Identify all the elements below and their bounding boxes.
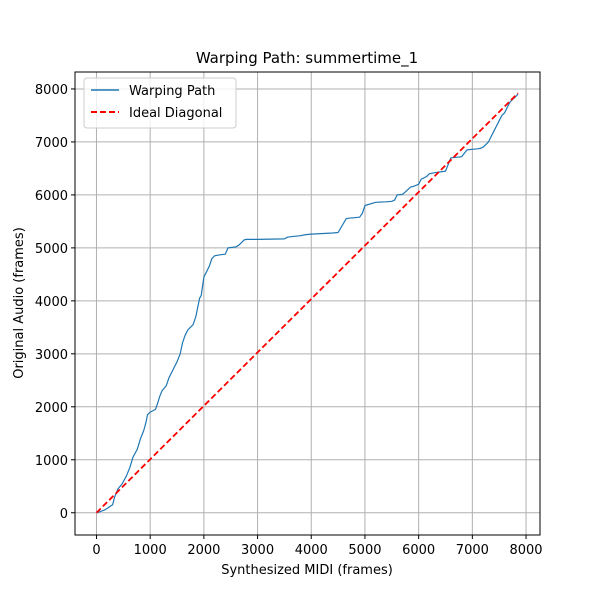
y-tick-label: 3000 — [35, 348, 68, 363]
x-tick-label: 4000 — [295, 543, 328, 558]
legend-label-warping-path: Warping Path — [129, 84, 215, 99]
x-axis-label: Synthesized MIDI (frames) — [221, 563, 393, 578]
y-axis-ticks: 0 1000 2000 3000 4000 5000 6000 7000 8000 — [35, 83, 75, 522]
y-axis-label: Original Audio (frames) — [12, 227, 27, 379]
series-line-ideal-diagonal — [95, 92, 519, 514]
y-tick-label: 6000 — [35, 189, 68, 204]
x-tick-label: 0 — [92, 543, 100, 558]
y-tick-label: 5000 — [35, 242, 68, 257]
x-tick-label: 1000 — [134, 543, 167, 558]
x-tick-label: 5000 — [348, 543, 381, 558]
legend: Warping Path Ideal Diagonal — [83, 77, 237, 129]
y-tick-label: 1000 — [35, 454, 68, 469]
x-tick-label: 6000 — [402, 543, 435, 558]
y-tick-label: 8000 — [35, 83, 68, 98]
plot-series — [95, 92, 519, 514]
y-tick-label: 4000 — [35, 295, 68, 310]
plot-frame — [74, 71, 541, 536]
x-tick-label: 7000 — [456, 543, 489, 558]
y-tick-label: 2000 — [35, 401, 68, 416]
y-tick-label: 0 — [60, 507, 68, 522]
series-line-warping-path — [96, 93, 519, 514]
legend-box — [83, 77, 237, 129]
chart-title: Warping Path: summertime_1 — [196, 49, 418, 68]
x-axis-ticks: 0 1000 2000 3000 4000 5000 6000 7000 8000 — [92, 535, 543, 558]
legend-label-ideal-diagonal: Ideal Diagonal — [129, 106, 222, 121]
y-tick-label: 7000 — [35, 136, 68, 151]
x-tick-label: 2000 — [187, 543, 220, 558]
x-tick-label: 3000 — [241, 543, 274, 558]
x-tick-label: 8000 — [509, 543, 542, 558]
